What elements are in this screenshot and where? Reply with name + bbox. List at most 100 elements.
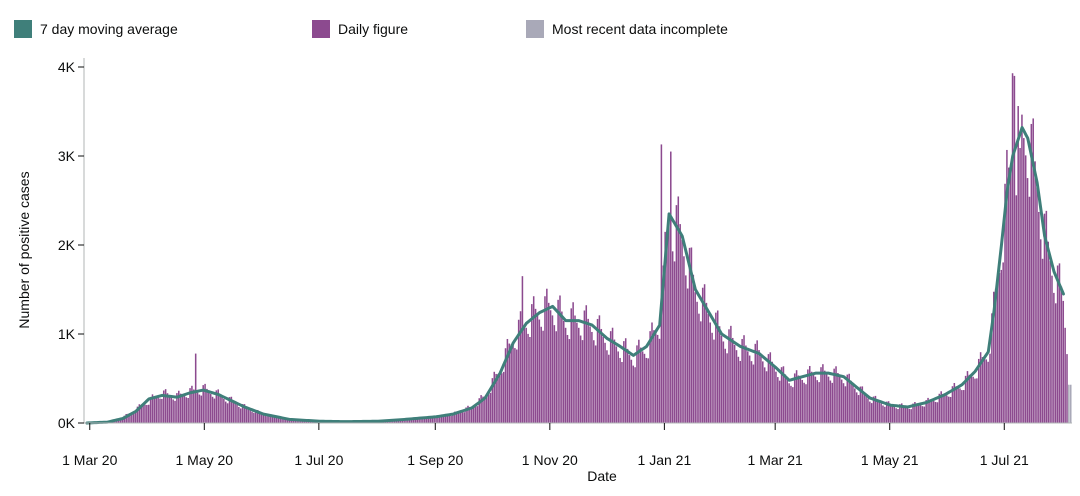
daily-bar [585, 305, 588, 423]
daily-bar [1030, 123, 1033, 424]
daily-bar [771, 361, 773, 423]
daily-bar [686, 288, 689, 423]
daily-bar [938, 393, 941, 423]
daily-bar [502, 371, 505, 423]
daily-bar [936, 402, 939, 423]
daily-bar [410, 419, 413, 423]
daily-bar [1015, 195, 1018, 423]
daily-bar [925, 400, 927, 423]
daily-bar [596, 318, 599, 423]
daily-bar [703, 284, 706, 423]
daily-bar [215, 390, 218, 423]
daily-bar [119, 418, 122, 423]
daily-bar [805, 384, 807, 423]
daily-bar [782, 366, 785, 423]
daily-bar [778, 380, 781, 423]
daily-bar [810, 371, 813, 423]
daily-bar [908, 408, 911, 423]
daily-bar [288, 419, 291, 423]
daily-bar [134, 412, 137, 423]
daily-bar [602, 336, 604, 423]
daily-bar [149, 396, 152, 423]
daily-bar [162, 390, 165, 423]
legend-swatch [526, 20, 544, 38]
daily-bar [850, 380, 852, 423]
daily-bar [670, 151, 672, 424]
daily-bar [1060, 286, 1063, 423]
daily-bar [673, 261, 676, 423]
y-tick-label: 3K [58, 148, 76, 164]
daily-bar [775, 371, 777, 423]
daily-bar [611, 327, 614, 423]
daily-bar [290, 420, 293, 423]
daily-bar [587, 318, 589, 423]
daily-bar [728, 329, 730, 423]
daily-bar [559, 295, 561, 423]
y-axis-title: Number of positive cases [16, 171, 32, 328]
x-tick-label: 1 Jan 21 [638, 452, 692, 468]
daily-bar [747, 351, 749, 423]
daily-bar [679, 224, 681, 423]
daily-bar [855, 392, 858, 423]
daily-bar [544, 296, 546, 423]
daily-bar [393, 420, 396, 423]
x-axis-ticks: 1 Mar 20 1 May 20 1 Jul 20 1 Sep 20 1 Nov 20… [62, 423, 1029, 468]
daily-bar [217, 389, 219, 423]
daily-bar [200, 395, 203, 423]
daily-bar [123, 415, 126, 423]
daily-bar [495, 373, 497, 423]
daily-bar [532, 296, 535, 423]
daily-bar [412, 418, 415, 423]
daily-bar [303, 420, 306, 423]
incomplete-data-bars [1068, 384, 1072, 423]
daily-bar [859, 386, 862, 423]
daily-bar [178, 390, 180, 423]
daily-bar [688, 247, 691, 423]
daily-bar [694, 292, 696, 423]
daily-bar [499, 373, 501, 423]
daily-bar [147, 404, 150, 423]
daily-bar [427, 416, 430, 423]
daily-bar [685, 275, 687, 423]
daily-bar [649, 331, 651, 423]
daily-bar [976, 378, 978, 423]
daily-bar [1047, 241, 1049, 423]
daily-bar [643, 353, 646, 423]
moving-average-line [85, 126, 1065, 425]
daily-bar [1034, 161, 1036, 423]
daily-bar [405, 419, 407, 423]
daily-bar [690, 247, 693, 423]
daily-bar [566, 334, 569, 423]
y-tick-label: 2K [58, 237, 76, 253]
daily-bar [1006, 149, 1008, 423]
daily-bar [542, 330, 544, 423]
daily-bar [880, 403, 882, 423]
daily-bar [429, 416, 432, 423]
daily-bar [720, 335, 723, 423]
daily-bar [457, 412, 460, 423]
daily-bar [861, 386, 864, 423]
daily-bar [739, 360, 742, 423]
daily-bar [125, 414, 127, 423]
daily-bar [591, 331, 593, 423]
daily-bar [433, 417, 435, 423]
daily-bar [628, 355, 631, 423]
daily-bar [416, 418, 419, 423]
daily-bar [1045, 210, 1048, 423]
y-tick-label: 1K [58, 326, 76, 342]
daily-bar [876, 399, 879, 423]
daily-bar [1013, 75, 1016, 424]
daily-bar [1004, 183, 1006, 423]
daily-bar [820, 367, 822, 423]
daily-bar [151, 394, 154, 423]
daily-bar [514, 348, 516, 423]
daily-bar [807, 369, 809, 423]
daily-bar [194, 353, 197, 423]
daily-bar [867, 398, 869, 423]
daily-bar [840, 379, 843, 423]
daily-bar [189, 388, 191, 423]
daily-bar [489, 392, 492, 423]
daily-bar [824, 370, 826, 423]
daily-bar [407, 419, 409, 423]
daily-bar [181, 394, 184, 423]
